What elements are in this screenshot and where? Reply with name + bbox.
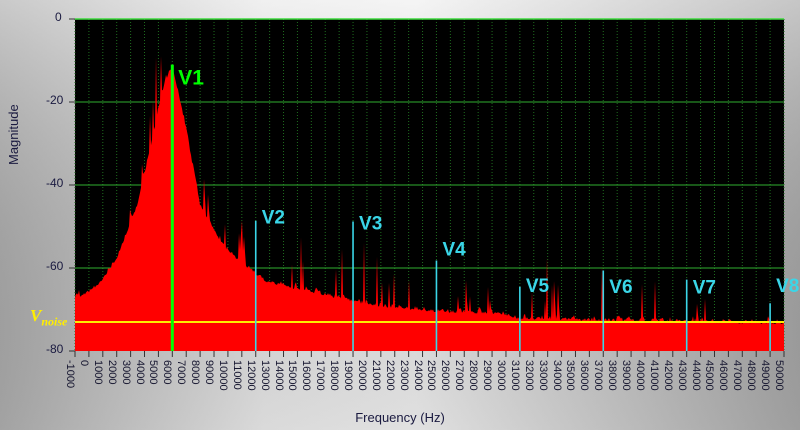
svg-text:V1: V1 xyxy=(178,66,204,89)
svg-text:V7: V7 xyxy=(693,277,716,298)
svg-text:V6: V6 xyxy=(609,277,632,298)
svg-text:V4: V4 xyxy=(442,240,466,261)
svg-text:V5: V5 xyxy=(526,276,550,297)
svg-text:V2: V2 xyxy=(262,208,285,229)
svg-text:V3: V3 xyxy=(359,214,382,235)
svg-text:V8: V8 xyxy=(776,276,799,297)
